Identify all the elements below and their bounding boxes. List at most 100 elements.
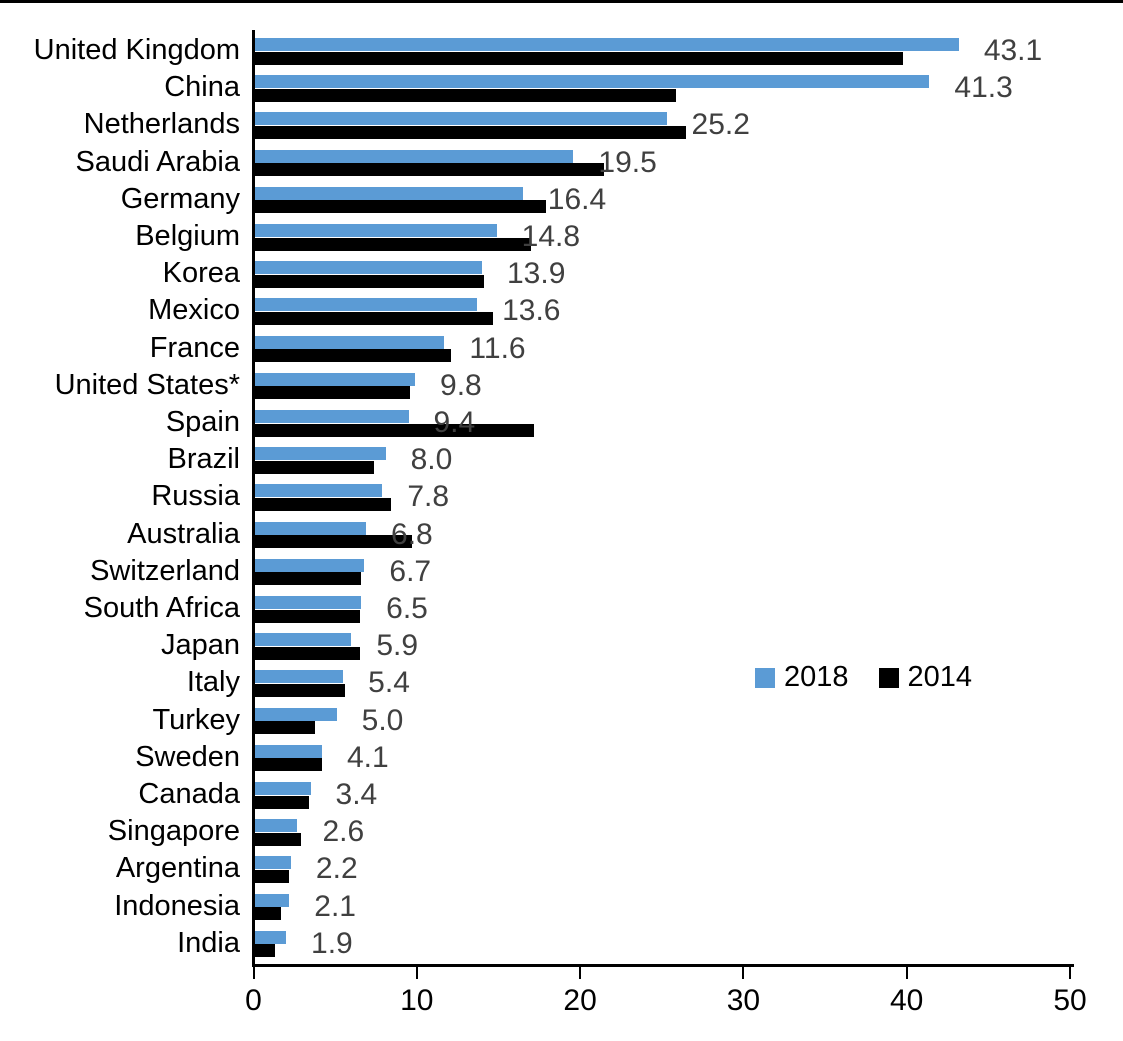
x-tick-label: 30: [726, 984, 761, 1017]
x-tick-mark: [415, 967, 418, 979]
bar-2018: [255, 707, 337, 721]
bar-2014: [255, 200, 546, 214]
value-label: 1.9: [311, 926, 353, 960]
bar-2014: [255, 51, 904, 65]
bar-2014: [255, 609, 360, 623]
bar-2018: [255, 893, 290, 907]
bar-2018: [255, 38, 959, 51]
category-label: Germany: [120, 182, 240, 215]
value-label: 5.4: [368, 666, 410, 700]
bar-2018: [255, 744, 322, 758]
category-label: Mexico: [148, 294, 240, 327]
bar-2014: [255, 832, 301, 846]
category-label: Sweden: [135, 740, 240, 773]
category-label: Switzerland: [90, 554, 240, 587]
legend-item-2014: 2014: [878, 661, 972, 694]
legend-item-2018: 2018: [755, 661, 849, 694]
category-label: United Kingdom: [33, 34, 240, 66]
category-label: China: [164, 71, 240, 104]
value-label: 43.1: [983, 34, 1043, 67]
bar-2018: [255, 186, 523, 200]
category-label: Brazil: [167, 443, 240, 476]
x-tick-mark: [905, 967, 908, 979]
bar-2014: [255, 721, 316, 735]
value-label: 25.2: [691, 108, 750, 142]
x-axis-line: [252, 964, 1074, 967]
bar-2014: [255, 423, 535, 437]
category-label: Indonesia: [114, 889, 240, 922]
category-label: United States*: [54, 368, 240, 401]
value-label: 9.8: [440, 368, 482, 402]
category-label: Italy: [186, 666, 240, 699]
bar-2018: [255, 670, 344, 684]
category-label: Saudi Arabia: [75, 145, 240, 178]
bar-2018: [255, 521, 367, 535]
category-label: Belgium: [135, 220, 240, 252]
value-label: 19.5: [598, 145, 657, 179]
category-label: India: [177, 926, 240, 959]
category-label: Russia: [151, 480, 240, 513]
category-label: Korea: [162, 257, 240, 290]
bar-2018: [255, 782, 311, 795]
bar-2018: [255, 335, 445, 349]
value-label: 14.8: [521, 220, 581, 253]
legend-swatch-2018: [755, 667, 775, 688]
value-label: 13.6: [502, 294, 561, 328]
bar-2014: [255, 795, 309, 809]
category-label: Turkey: [152, 703, 240, 736]
x-tick-label: 50: [1053, 984, 1087, 1017]
bar-2014: [255, 869, 290, 883]
value-label: 6.5: [386, 592, 428, 625]
bar-2018: [255, 372, 416, 386]
x-tick-label: 20: [563, 984, 597, 1017]
x-tick-mark: [1069, 967, 1071, 979]
bar-2018: [255, 410, 409, 423]
bar-2014: [255, 237, 531, 251]
bar-2014: [255, 349, 451, 363]
bar-2018: [255, 558, 365, 572]
bar-2018: [255, 149, 574, 163]
category-label: Singapore: [107, 815, 240, 848]
category-label: Australia: [127, 517, 240, 550]
y-axis-line: [252, 30, 255, 967]
value-label: 11.6: [469, 331, 526, 365]
top-border: [0, 0, 1123, 3]
value-label: 16.4: [547, 182, 607, 216]
value-label: 3.4: [335, 778, 378, 811]
bar-2018: [255, 930, 287, 944]
value-label: 6.7: [389, 554, 432, 588]
value-label: 13.9: [506, 257, 566, 291]
bar-2018: [255, 856, 291, 870]
legend: 2018 2014: [755, 661, 972, 694]
value-label: 5.9: [376, 629, 419, 663]
bar-2014: [255, 125, 687, 139]
bar-2018: [255, 112, 667, 126]
bar-2018: [255, 484, 383, 498]
value-label: 9.4: [433, 406, 476, 439]
x-tick-label: 10: [400, 984, 434, 1017]
category-label: South Africa: [83, 592, 240, 624]
value-label: 2.2: [315, 852, 358, 886]
bar-2014: [255, 311, 494, 325]
bar-2018: [255, 261, 482, 275]
legend-swatch-2014: [878, 667, 899, 688]
category-label: Canada: [138, 778, 240, 810]
x-tick-mark: [742, 967, 745, 979]
bar-2014: [255, 88, 677, 102]
x-tick-mark: [252, 967, 255, 979]
bar-2014: [255, 274, 484, 288]
x-tick-mark: [579, 967, 582, 979]
bar-2014: [255, 944, 275, 958]
bar-2014: [255, 646, 360, 660]
bar-2018: [255, 75, 930, 89]
value-label: 8.0: [410, 443, 453, 477]
value-label: 6.8: [391, 517, 433, 551]
bar-2018: [255, 596, 362, 609]
bar-2014: [255, 163, 605, 177]
category-label: Spain: [165, 406, 240, 438]
bar-2014: [255, 572, 362, 586]
bar-2014: [255, 386, 411, 400]
x-tick-label: 0: [245, 984, 262, 1017]
category-label: Japan: [160, 629, 240, 662]
